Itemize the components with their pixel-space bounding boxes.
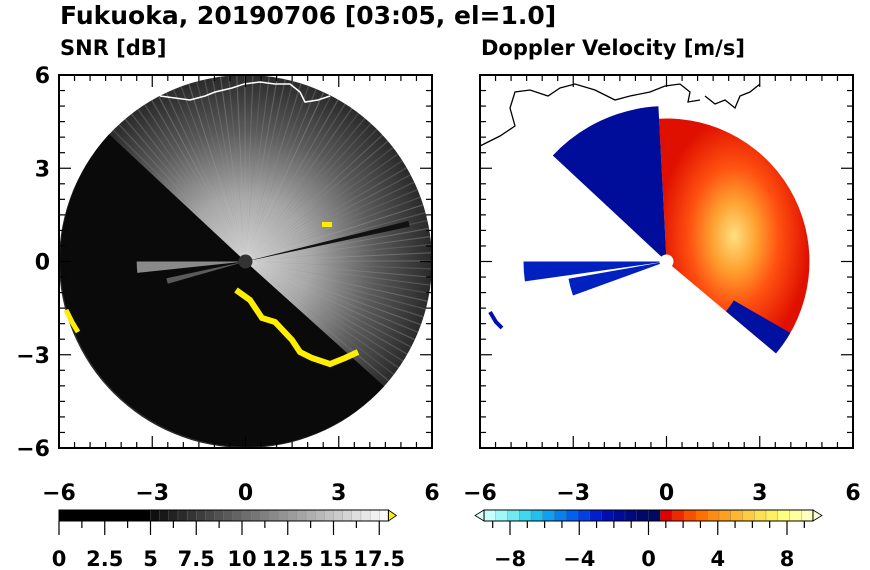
velocity-colorbar-segment (508, 510, 520, 521)
velocity-colorbar-segment (801, 510, 813, 521)
snr-colorbar-segment (379, 510, 389, 521)
snr-colorbar-segment (324, 510, 334, 521)
snr-colorbar-label: 5 (143, 547, 158, 570)
velocity-colorbar-segment (695, 510, 707, 521)
snr-panel-title: SNR [dB] (60, 36, 166, 60)
x-tick-label: 3 (752, 481, 767, 506)
coastline (705, 84, 760, 108)
snr-colorbar-segment (306, 510, 316, 521)
snr-colorbar-segment (233, 510, 243, 521)
x-tick-label: −3 (135, 481, 169, 506)
velocity-colorbar-label: 0 (641, 547, 656, 570)
snr-colorbar-label: 2.5 (86, 547, 123, 570)
y-tick-label: 0 (35, 251, 50, 276)
velocity-colorbar-segment (519, 510, 531, 521)
radar-site-marker (660, 255, 674, 269)
velocity-colorbar-segment (531, 510, 543, 521)
snr-colorbar-segment (169, 510, 179, 521)
y-tick-label: −6 (16, 437, 50, 462)
snr-colorbar-segment (251, 510, 261, 521)
velocity-colorbar-segment (637, 510, 649, 521)
velocity-colorbar-segment (555, 510, 567, 521)
velocity-colorbar-label: 4 (710, 547, 725, 570)
velocity-colorbar-label: −4 (563, 547, 595, 570)
y-tick-label: −3 (16, 344, 50, 369)
snr-colorbar-label: 10 (227, 547, 256, 570)
velocity-colorbar-segment (754, 510, 766, 521)
snr-colorbar-label: 17.5 (353, 547, 405, 570)
y-tick-label: 3 (35, 157, 50, 182)
velocity-colorbar-segment (566, 510, 578, 521)
velocity-colorbar-segment (719, 510, 731, 521)
snr-colorbar-segment (187, 510, 197, 521)
colorbars: 0 2.5 5 7.5 10 12.5 15 17.5 −8 −4 0 4 8 (52, 510, 822, 570)
velocity-colorbar-segment (731, 510, 743, 521)
snr-colorbar-segment (224, 510, 234, 521)
velocity-far-echo (490, 312, 502, 328)
snr-colorbar-segment (315, 510, 325, 521)
x-tick-label: −6 (42, 481, 76, 506)
snr-colorbar-segment (343, 510, 353, 521)
velocity-colorbar-segment (789, 510, 801, 521)
velocity-panel-title: Doppler Velocity [m/s] (481, 36, 745, 60)
snr-colorbar-segment (288, 510, 298, 521)
velocity-approaching-echo (553, 106, 667, 258)
radar-site-marker (239, 255, 253, 269)
snr-colorbar-segment (178, 510, 188, 521)
velocity-colorbar-segment (578, 510, 590, 521)
snr-colorbar-label: 15 (319, 547, 348, 570)
snr-colorbar-segment (196, 510, 206, 521)
figure-title: Fukuoka, 20190706 [03:05, el=1.0] (60, 1, 556, 30)
snr-colorbar-segment (352, 510, 362, 521)
velocity-colorbar-segment (742, 510, 754, 521)
velocity-colorbar-label: −8 (494, 547, 526, 570)
x-tick-label: 0 (238, 481, 253, 506)
snr-colorbar-segment (297, 510, 307, 521)
x-tick-label: 0 (659, 481, 674, 506)
snr-colorbar-label: 12.5 (262, 547, 314, 570)
velocity-colorbar-segment (660, 510, 672, 521)
snr-colorbar-segment (361, 510, 371, 521)
velocity-colorbar-segment (684, 510, 696, 521)
velocity-colorbar-label: 8 (780, 547, 795, 570)
velocity-colorbar-segment (613, 510, 625, 521)
velocity-colorbar-segment (707, 510, 719, 521)
velocity-colorbar-segment (496, 510, 508, 521)
velocity-colorbar-segment (590, 510, 602, 521)
snr-colorbar-over-arrow (388, 510, 396, 521)
snr-colorbar-label: 0 (52, 547, 67, 570)
x-tick-label: −3 (556, 481, 590, 506)
velocity-colorbar-segment (602, 510, 614, 521)
snr-colorbar-segment (59, 510, 151, 521)
velocity-colorbar-segment (484, 510, 496, 521)
snr-colorbar-segment (151, 510, 161, 521)
velocity-plot-area (480, 84, 809, 353)
x-tick-label: 6 (424, 481, 439, 506)
x-tick-label: 3 (331, 481, 346, 506)
velocity-colorbar-over-arrow (813, 510, 822, 521)
velocity-colorbar-segment (625, 510, 637, 521)
velocity-colorbar-segment (778, 510, 790, 521)
velocity-colorbar-segment (649, 510, 661, 521)
snr-plot-area (59, 75, 432, 448)
x-tick-label: 6 (845, 481, 860, 506)
snr-colorbar-segment (370, 510, 380, 521)
velocity-colorbar-segment (672, 510, 684, 521)
velocity-colorbar-segment (543, 510, 555, 521)
snr-colorbar-segment (334, 510, 344, 521)
velocity-colorbar-segment (766, 510, 778, 521)
x-tick-label: −6 (463, 481, 497, 506)
snr-colorbar-segment (269, 510, 279, 521)
snr-colorbar-segment (160, 510, 170, 521)
snr-colorbar-segment (260, 510, 270, 521)
snr-colorbar-segment (215, 510, 225, 521)
snr-colorbar-segment (242, 510, 252, 521)
snr-overflow-echo (322, 222, 332, 227)
velocity-colorbar-under-arrow (475, 510, 484, 521)
y-tick-label: 6 (35, 64, 50, 89)
snr-colorbar-segment (279, 510, 289, 521)
snr-colorbar-label: 7.5 (178, 547, 215, 570)
radar-figure: Fukuoka, 20190706 [03:05, el=1.0] SNR [d… (0, 0, 870, 570)
snr-colorbar-segment (205, 510, 215, 521)
